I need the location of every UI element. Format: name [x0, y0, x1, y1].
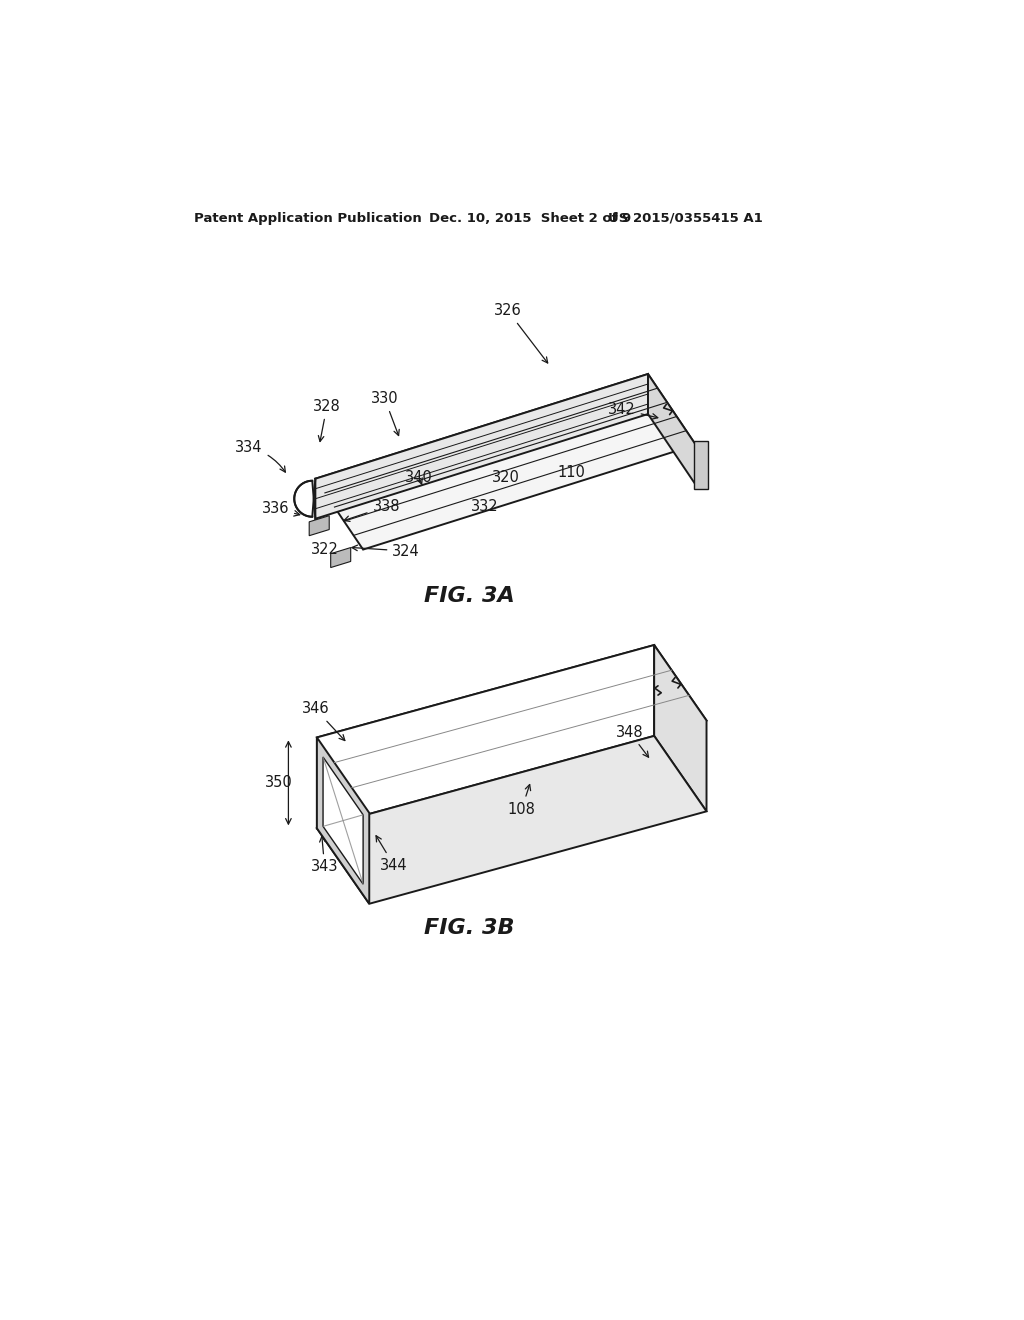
Polygon shape: [316, 645, 654, 829]
Polygon shape: [315, 374, 648, 519]
Polygon shape: [316, 737, 707, 904]
Text: 320: 320: [493, 470, 520, 486]
Polygon shape: [315, 374, 695, 549]
Polygon shape: [323, 758, 364, 884]
Text: 322: 322: [310, 543, 339, 557]
Text: 326: 326: [494, 304, 548, 363]
Text: 108: 108: [508, 784, 536, 817]
Text: 348: 348: [615, 725, 648, 758]
Text: 334: 334: [236, 440, 286, 473]
Text: US 2015/0355415 A1: US 2015/0355415 A1: [608, 213, 763, 224]
Text: 340: 340: [406, 470, 433, 486]
Text: Patent Application Publication: Patent Application Publication: [194, 213, 422, 224]
Text: 336: 336: [261, 502, 300, 516]
Polygon shape: [654, 645, 707, 812]
Text: Dec. 10, 2015  Sheet 2 of 9: Dec. 10, 2015 Sheet 2 of 9: [429, 213, 632, 224]
Polygon shape: [316, 645, 707, 813]
Text: 338: 338: [344, 499, 400, 521]
Text: 343: 343: [311, 837, 338, 874]
Text: 330: 330: [371, 391, 399, 436]
Text: 324: 324: [352, 544, 420, 558]
Polygon shape: [694, 441, 708, 488]
Text: 328: 328: [313, 399, 341, 441]
Polygon shape: [316, 738, 370, 904]
Text: 346: 346: [301, 701, 345, 741]
Text: 332: 332: [471, 499, 499, 513]
Text: 342: 342: [608, 401, 657, 420]
Text: FIG. 3A: FIG. 3A: [424, 586, 515, 606]
Text: 350: 350: [264, 775, 292, 791]
Text: 110: 110: [557, 465, 585, 480]
Text: FIG. 3B: FIG. 3B: [424, 919, 515, 939]
Text: 344: 344: [376, 836, 408, 873]
Polygon shape: [309, 516, 330, 536]
Polygon shape: [331, 548, 350, 568]
Polygon shape: [648, 374, 695, 484]
